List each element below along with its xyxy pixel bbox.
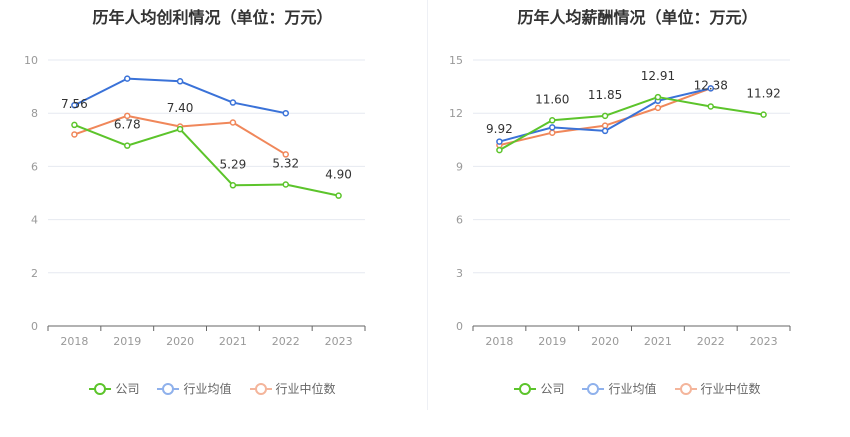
legend-line-industry-average-icon [157,382,180,395]
salary-y-tick-label: 6 [456,214,463,227]
salary-data-label-company: 11.85 [588,88,622,102]
profit-point-industry-median [71,131,78,138]
profit-point-industry-average [229,99,237,106]
legend-item-company[interactable]: 公司 [514,380,564,397]
salary-point-company [601,112,609,120]
profit-y-tick-label: 10 [24,54,38,67]
profit-data-label-company: 4.90 [325,168,352,182]
profit-chart-title: 历年人均创利情况（单位：万元） [92,8,333,27]
profit-data-label-company: 5.29 [220,157,247,171]
salary-y-tick-label: 0 [456,320,463,333]
salary-point-company [707,103,714,110]
salary-x-tick-label: 2019 [538,335,566,348]
profit-point-company [176,125,184,133]
salary-x-tick-label: 2023 [750,335,778,348]
legend-item-industry-average[interactable]: 行业均值 [582,380,657,397]
profit-y-tick-label: 4 [31,214,38,227]
profit-chart-legend: 公司 行业均值 行业中位数 [0,380,425,397]
panel-divider [427,0,428,410]
profit-point-company [71,121,78,129]
salary-point-industry-median [601,122,609,129]
profit-data-label-company: 7.56 [61,97,88,111]
legend-label-industry-median: 行业中位数 [700,382,761,396]
profit-x-tick-label: 2019 [113,335,141,348]
salary-x-tick-label: 2018 [485,335,513,348]
salary-point-industry-average [549,124,556,131]
salary-line-company [498,96,764,151]
salary-data-label-company: 11.92 [746,87,780,101]
profit-point-company [229,182,237,189]
legend-line-industry-average-icon [582,382,605,395]
salary-point-industry-average [601,127,609,135]
salary-point-company [654,93,662,101]
legend-line-industry-median-icon [249,382,272,395]
salary-x-tick-label: 2022 [697,335,725,348]
salary-chart-legend: 公司 行业均值 行业中位数 [425,380,850,397]
profit-point-industry-average [282,109,289,117]
legend-line-company-icon [514,382,537,395]
profit-point-industry-average [124,75,131,82]
profit-y-tick-label: 0 [31,320,38,333]
profit-point-company [124,142,131,149]
legend-item-industry-median[interactable]: 行业中位数 [249,380,336,397]
salary-data-label-company: 12.38 [694,78,728,92]
salary-point-industry-median [654,104,662,112]
salary-point-company [549,117,556,124]
profit-data-label-company: 6.78 [114,118,141,132]
salary-x-tick-label: 2021 [644,335,672,348]
profit-y-tick-label: 6 [31,160,38,173]
profit-point-company [335,192,342,199]
salary-data-label-company: 9.92 [486,122,513,136]
profit-y-tick-label: 8 [31,107,38,120]
profit-point-industry-median [124,112,131,120]
salary-x-tick-label: 2020 [591,335,619,348]
salary-y-tick-label: 15 [449,54,463,67]
salary-y-tick-label: 9 [456,160,463,173]
salary-chart-panel: 历年人均薪酬情况（单位：万元） 0 3 6 9 12 15 2018 2019 2020 2021… [425,0,850,437]
salary-chart-plot: 0 3 6 9 12 15 2018 2019 2020 2021 2022 2023 9.92 11.6… [449,54,791,348]
profit-x-tick-label: 2023 [325,335,353,348]
salary-data-label-company: 12.91 [641,69,675,83]
legend-label-company: 公司 [540,382,565,396]
profit-data-label-company: 7.40 [167,101,194,115]
profit-point-company [282,181,289,188]
profit-chart-panel: 历年人均创利情况（单位：万元） 0 2 4 6 8 10 2018 2019 2020 2021 2… [0,8,425,397]
profit-line-company [74,123,339,197]
legend-item-industry-average[interactable]: 行业均值 [157,380,232,397]
profit-point-industry-average [71,101,78,109]
profit-point-industry-average [176,78,184,85]
profit-x-tick-label: 2020 [166,335,194,348]
salary-y-tick-label: 3 [456,267,463,280]
legend-label-industry-median: 行业中位数 [275,382,336,396]
salary-point-industry-median [549,129,556,136]
salary-y-tick-label: 12 [449,107,463,120]
profit-x-tick-label: 2022 [272,335,300,348]
salary-point-industry-average [707,85,714,92]
legend-label-company: 公司 [115,382,140,396]
legend-label-industry-average: 行业均值 [608,382,657,396]
profit-point-industry-median [229,119,237,126]
legend-item-company[interactable]: 公司 [89,380,139,397]
profit-x-tick-label: 2021 [219,335,247,348]
legend-line-industry-median-icon [674,382,697,395]
salary-data-label-company: 11.60 [535,92,569,106]
salary-point-company [496,146,503,154]
legend-line-company-icon [89,382,112,395]
salary-point-industry-average [496,138,503,145]
profit-data-label-company: 5.32 [272,156,299,170]
salary-point-company [760,111,767,118]
legend-item-industry-median[interactable]: 行业中位数 [674,380,761,397]
profit-chart-plot: 0 2 4 6 8 10 2018 2019 2020 2021 2022 2023 7.56 6.78 7… [24,54,366,348]
profit-x-tick-label: 2018 [60,335,88,348]
legend-label-industry-average: 行业均值 [183,382,232,396]
profit-point-industry-median [282,151,289,158]
salary-chart-title: 历年人均薪酬情况（单位：万元） [517,8,758,27]
profit-line-industry-median [74,114,287,156]
profit-y-tick-label: 2 [31,267,38,280]
